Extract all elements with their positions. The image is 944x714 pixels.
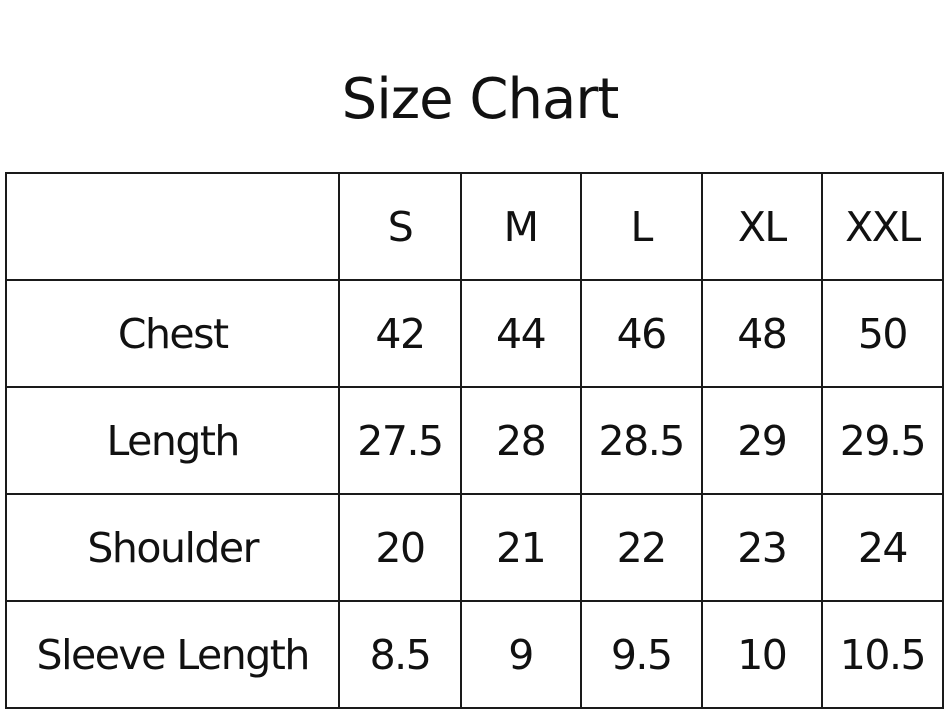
row-label: Sleeve Length [4,600,341,709]
table-cell: 10 [700,600,823,709]
table-cell: 9 [459,600,582,709]
table-cell: 46 [579,279,703,388]
header-cell [4,172,341,281]
size-table: S M L XL XXL Chest 42 44 46 48 50 Length… [4,172,944,709]
table-cell: 10.5 [820,600,944,709]
table-cell: 9.5 [579,600,703,709]
table-cell: 21 [459,493,582,602]
header-cell: XL [700,172,823,281]
table-row: Sleeve Length 8.5 9 9.5 10 10.5 [4,600,944,709]
table-cell: 8.5 [338,600,462,709]
header-cell: XXL [820,172,944,281]
table-cell: 22 [579,493,703,602]
table-cell: 20 [338,493,462,602]
table-cell: 48 [700,279,823,388]
row-label: Chest [4,279,341,388]
table-cell: 29.5 [820,386,944,495]
table-cell: 50 [820,279,944,388]
table-cell: 28.5 [579,386,703,495]
table-cell: 29 [700,386,823,495]
header-cell: M [459,172,582,281]
header-cell: S [338,172,462,281]
table-row: Shoulder 20 21 22 23 24 [4,493,944,602]
table-cell: 23 [700,493,823,602]
header-cell: L [579,172,703,281]
table-cell: 44 [459,279,582,388]
page-title: Size Chart [341,67,620,132]
row-label: Shoulder [4,493,341,602]
table-cell: 28 [459,386,582,495]
table-cell: 24 [820,493,944,602]
table-row: Length 27.5 28 28.5 29 29.5 [4,386,944,495]
table-cell: 42 [338,279,462,388]
table-row: Chest 42 44 46 48 50 [4,279,944,388]
row-label: Length [4,386,341,495]
header-row: S M L XL XXL [4,172,944,281]
table-cell: 27.5 [338,386,462,495]
